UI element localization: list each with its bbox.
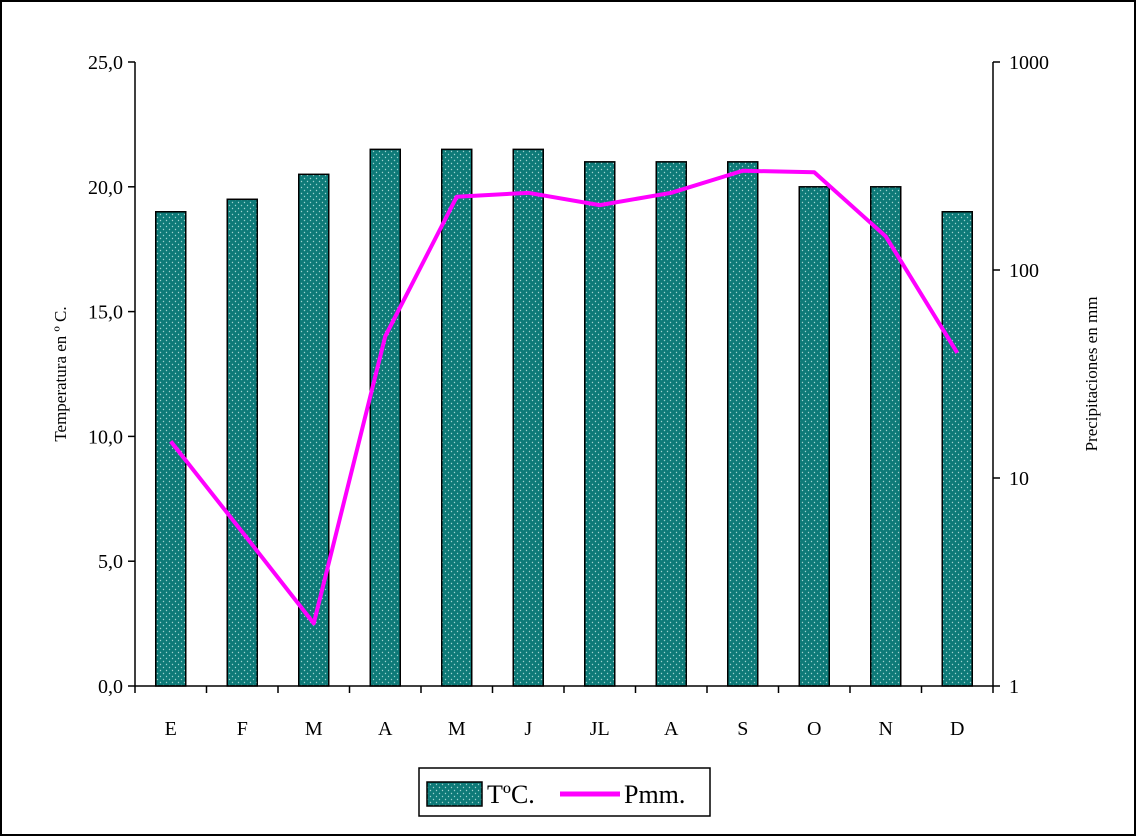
y-axis-title-left: Temperatura en º C. [51,306,70,441]
left-tick-label: 0,0 [98,676,123,698]
left-axis: 0,0 5,0 10,0 15,0 20,0 25,0 [88,52,136,698]
x-tick-label: A [664,718,679,740]
x-axis: E F M A M J JL A S O N D [134,685,994,740]
bar-tc-3 [369,148,401,687]
legend-swatch-tc [426,781,483,807]
left-tick-label: 10,0 [88,426,123,448]
x-tick-label: M [448,718,466,740]
left-axis-ticks: 0,0 5,0 10,0 15,0 20,0 25,0 [88,52,135,698]
series-line-pmm [169,168,959,626]
bar-tc-2 [298,173,330,687]
bar-tc-4 [441,148,473,687]
bar-tc-0 [155,211,187,687]
x-tick-label: E [165,718,177,740]
x-tick-label: O [807,718,821,740]
right-tick-label: 100 [1009,260,1039,282]
bar-tc-1 [226,198,258,687]
x-tick-label: N [879,718,893,740]
x-tick-label: JL [590,718,610,740]
x-axis-ticks: E F M A M J JL A S O N D [134,686,994,740]
bar-tc-5 [512,148,544,687]
right-axis: 1 10 100 1000 [992,52,1049,698]
bar-tc-9 [798,186,830,687]
x-tick-label: S [737,718,748,740]
x-tick-label: D [950,718,964,740]
bar-tc-11 [941,211,973,687]
x-tick-label: J [524,718,532,740]
bar-tc-8 [727,161,759,687]
legend-label-tc: TºC. [487,780,535,809]
right-tick-label: 1 [1009,676,1019,698]
right-tick-label: 1000 [1009,52,1049,74]
left-tick-label: 20,0 [88,177,123,199]
left-tick-label: 5,0 [98,551,123,573]
right-tick-label: 10 [1009,468,1029,490]
y-axis-title-right: Precipitaciones en mm [1082,297,1101,452]
right-axis-ticks: 1 10 100 1000 [993,52,1049,698]
temperature-bars [155,148,973,687]
x-tick-label: A [378,718,393,740]
bar-tc-6 [584,161,616,687]
x-tick-label: M [305,718,323,740]
left-tick-label: 15,0 [88,302,123,324]
left-tick-label: 25,0 [88,52,123,74]
legend-label-pmm: Pmm. [624,780,685,809]
plot-area [155,148,973,687]
bar-tc-10 [870,186,902,687]
legend: TºC. Pmm. [418,767,711,817]
x-tick-label: F [237,718,248,740]
bar-tc-7 [655,161,687,687]
